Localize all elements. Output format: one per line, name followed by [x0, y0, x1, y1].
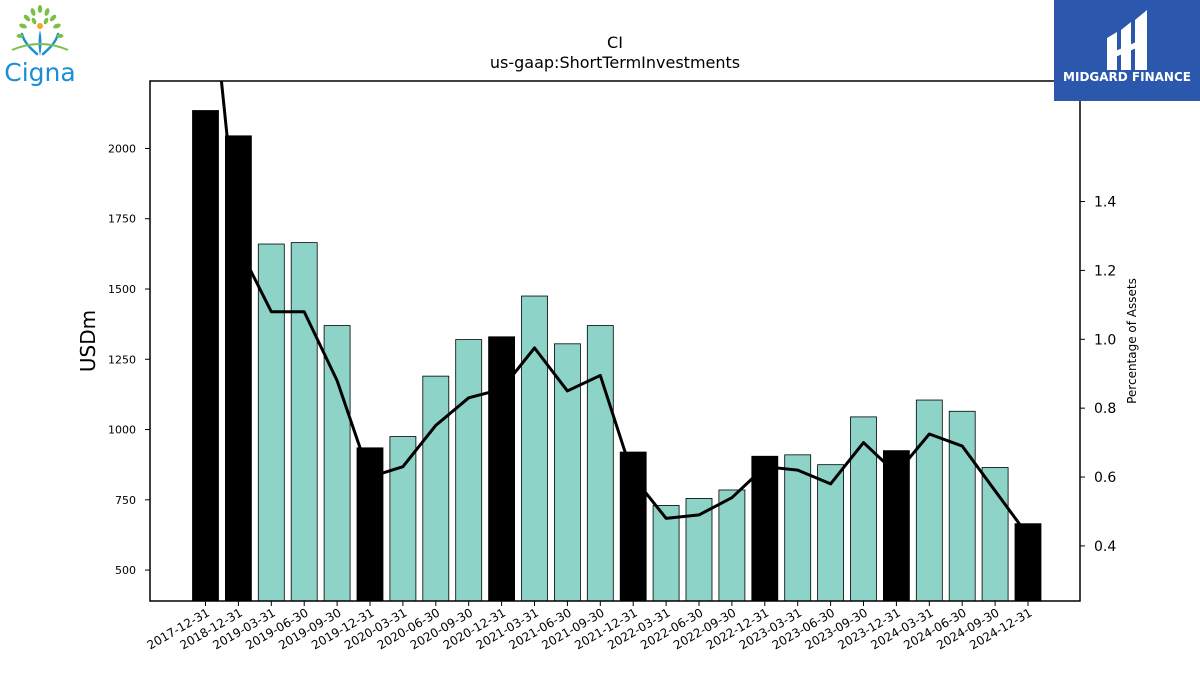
bar-2021-09-30 — [586, 325, 614, 601]
bar-2023-03-31 — [784, 454, 812, 601]
company-logo-text: Cigna — [4, 58, 75, 87]
bar-2021-03-31 — [521, 295, 548, 601]
chart-subtitle: us-gaap:ShortTermInvestments — [490, 53, 740, 72]
y-tick-label: 750 — [115, 494, 136, 507]
company-logo: Cigna — [4, 5, 76, 87]
y2-tick-label: 0.4 — [1094, 539, 1116, 555]
line-group — [219, 81, 1030, 537]
bar-2022-03-31 — [652, 505, 680, 601]
bar-2022-09-30 — [718, 489, 746, 601]
bar-2017-12-31 — [192, 110, 219, 601]
bar-2019-09-30 — [323, 325, 351, 601]
y2-tick-label: 1.2 — [1094, 263, 1116, 279]
bar-2020-03-31 — [389, 436, 417, 601]
bar-2024-03-31 — [915, 399, 943, 601]
bar-2021-06-30 — [554, 343, 581, 601]
plot-frame — [149, 80, 1081, 602]
y-tick-label: 1250 — [108, 353, 136, 366]
y-tick-label: 2000 — [108, 142, 136, 155]
bar-2023-09-30 — [850, 416, 877, 601]
bar-2019-06-30 — [290, 242, 318, 601]
bar-2019-03-31 — [257, 243, 285, 601]
bar-2023-06-30 — [817, 464, 844, 601]
percentage-of-assets-line — [219, 81, 1030, 537]
y-tick-label: 1000 — [108, 424, 136, 437]
y2-tick-label: 0.8 — [1094, 401, 1116, 417]
brand-mark-icon — [1107, 10, 1147, 70]
bar-2022-12-31 — [751, 455, 779, 601]
bar-2019-12-31 — [356, 447, 384, 601]
bars-group — [192, 110, 1042, 601]
bar-2018-12-31 — [224, 135, 252, 601]
y-tick-label: 500 — [115, 564, 136, 577]
bar-2020-06-30 — [422, 375, 450, 601]
chart-title: CI — [607, 33, 623, 52]
y-axis-label: USDm — [76, 310, 100, 372]
y-tick-label: 1750 — [108, 213, 136, 226]
bar-2024-09-30 — [981, 467, 1009, 601]
bar-2023-12-31 — [883, 450, 910, 601]
bar-2020-12-31 — [488, 336, 516, 601]
y-tick-label: 1500 — [108, 283, 136, 296]
brand-logo-text: MIDGARD FINANCE — [1063, 70, 1191, 84]
y2-tick-label: 1.4 — [1094, 195, 1116, 211]
bar-2024-12-31 — [1014, 523, 1042, 601]
y2-tick-label: 0.6 — [1094, 470, 1116, 486]
bar-2020-09-30 — [455, 339, 483, 601]
y2-axis-label: Percentage of Assets — [1125, 278, 1139, 404]
tree-icon — [11, 5, 69, 56]
brand-logo: MIDGARD FINANCE — [1054, 0, 1200, 101]
y2-tick-label: 1.0 — [1094, 332, 1116, 348]
bar-2024-06-30 — [948, 410, 976, 601]
